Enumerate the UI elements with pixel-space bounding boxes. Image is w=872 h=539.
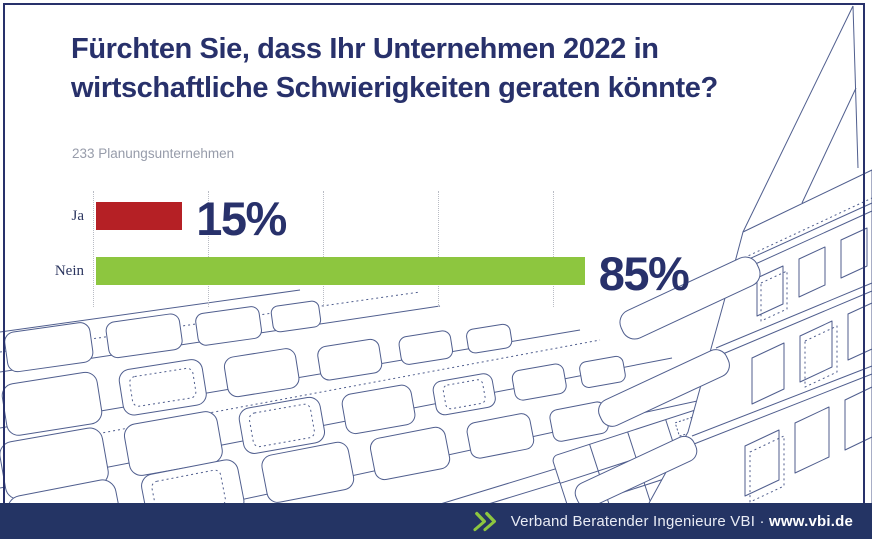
footer-text: Verband Beratender Ingenieure VBI · www.… [511,513,853,530]
value-label-ja: 15% [196,191,287,245]
sample-size-label: 233 Planungsunternehmen [72,146,235,161]
footer-bar: Verband Beratender Ingenieure VBI · www.… [0,503,872,539]
gridline-20pct [208,191,209,307]
category-label-ja: Ja [71,207,85,224]
gridline-40pct [323,191,324,307]
footer-separator: · [759,512,765,530]
value-label-nein: 85% [598,246,690,300]
gridline-80pct [553,191,554,307]
chart-row-nein: Nein 85% [0,247,872,300]
gridline-0pct [93,191,94,307]
chart-row-ja: Ja 15% [0,192,872,245]
bar-chart: Ja 15% Nein 85% [0,191,872,307]
page-title: Fürchten Sie, dass Ihr Unternehmen 2022 … [71,30,718,108]
gridline-60pct [438,191,439,307]
category-label-nein: Nein [54,262,84,279]
title-line-2: wirtschaftliche Schwierigkeiten geraten … [71,72,718,104]
double-chevron-right-icon [473,511,496,531]
bar-ja [96,202,183,230]
bar-nein [96,257,585,285]
vbi-url[interactable]: www.vbi.de [769,512,853,530]
title-line-1: Fürchten Sie, dass Ihr Unternehmen 2022 … [71,33,659,65]
footer-org-label: Verband Beratender Ingenieure VBI [510,512,756,530]
